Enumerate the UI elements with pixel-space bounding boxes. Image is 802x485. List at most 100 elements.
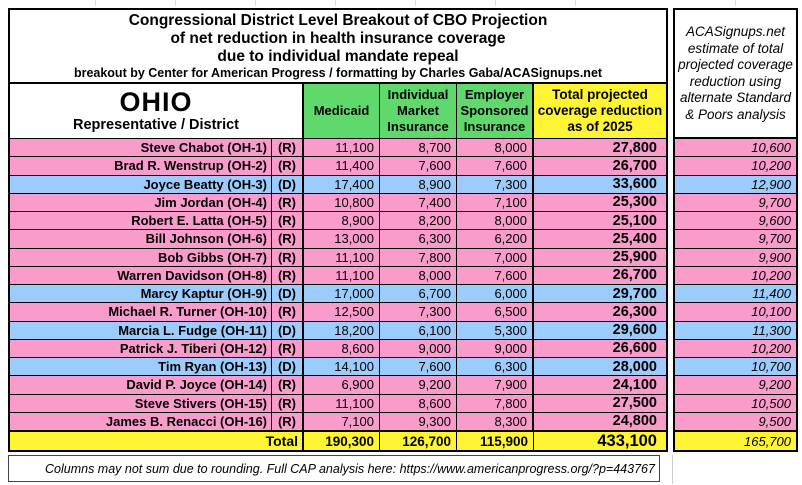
- medicaid-value: 17,000: [304, 285, 380, 303]
- individual-value: 9,000: [380, 339, 457, 357]
- title-line-2: of net reduction in health insurance cov…: [170, 29, 506, 47]
- employer-value: 7,600: [457, 157, 534, 175]
- state-header-cell: OHIO Representative / District: [10, 84, 304, 138]
- medicaid-value: 7,100: [304, 412, 380, 430]
- rep-name: Marcia L. Fudge (OH-11): [10, 321, 272, 339]
- rep-name: Steve Chabot (OH-1): [10, 139, 272, 157]
- party-label: (R): [272, 157, 304, 175]
- sp-value: 10,200: [675, 157, 796, 176]
- rep-name: Marcy Kaptur (OH-9): [10, 285, 272, 303]
- employer-value: 5,300: [457, 321, 534, 339]
- medicaid-value: 11,400: [304, 157, 380, 175]
- sp-value: 9,500: [675, 412, 796, 431]
- table-row: Marcia L. Fudge (OH-11) (D) 18,200 6,100…: [10, 321, 666, 340]
- individual-value: 6,300: [380, 230, 457, 248]
- party-label: (R): [272, 303, 304, 321]
- employer-value: 6,300: [457, 358, 534, 376]
- rep-name: Steve Stivers (OH-15): [10, 394, 272, 412]
- total-value: 24,800: [612, 413, 657, 430]
- sp-value: 11,300: [675, 321, 796, 340]
- employer-value: 6,500: [457, 303, 534, 321]
- medicaid-value: 8,600: [304, 339, 380, 357]
- individual-value: 9,200: [380, 376, 457, 394]
- individual-value: 7,800: [380, 248, 457, 266]
- sp-estimate-column: ACASignups.net estimate of total project…: [673, 8, 798, 452]
- total-value: 33,600: [612, 176, 657, 193]
- footer-note-text: Columns may not sum due to rounding. Ful…: [45, 461, 655, 476]
- party-label: (D): [272, 358, 304, 376]
- table-row: Jim Jordan (OH-4) (R) 10,800 7,400 7,100…: [10, 193, 666, 212]
- employer-value: 7,800: [457, 394, 534, 412]
- party-label: (R): [272, 212, 304, 230]
- column-header-medicaid: Medicaid: [304, 84, 380, 138]
- employer-value: 7,000: [457, 248, 534, 266]
- individual-value: 8,200: [380, 212, 457, 230]
- rep-name: Michael R. Turner (OH-10): [10, 303, 272, 321]
- party-label: (D): [272, 175, 304, 193]
- medicaid-value: 17,400: [304, 175, 380, 193]
- medicaid-value: 13,000: [304, 230, 380, 248]
- party-label: (R): [272, 266, 304, 284]
- gridline-tick: [735, 0, 736, 6]
- sp-total-value: 165,700: [675, 431, 796, 450]
- total-value: 25,300: [612, 194, 657, 211]
- individual-value: 8,900: [380, 175, 457, 193]
- employer-value: 7,900: [457, 376, 534, 394]
- table-row: Bill Johnson (OH-6) (R) 13,000 6,300 6,2…: [10, 230, 666, 249]
- total-value: 26,700: [612, 267, 657, 284]
- individual-value: 7,600: [380, 157, 457, 175]
- sp-value: 10,500: [675, 394, 796, 413]
- party-label: (R): [272, 412, 304, 430]
- total-value: 24,100: [612, 376, 657, 393]
- rep-name: Bill Johnson (OH-6): [10, 230, 272, 248]
- grand-total-value: 433,100: [597, 431, 657, 450]
- sp-value: 10,600: [675, 139, 796, 158]
- sp-value: 12,900: [675, 175, 796, 194]
- employer-value: 9,000: [457, 339, 534, 357]
- table-row: Warren Davidson (OH-8) (R) 11,100 8,000 …: [10, 266, 666, 285]
- individual-value: 8,700: [380, 139, 457, 157]
- table-row: Joyce Beatty (OH-3) (D) 17,400 8,900 7,3…: [10, 175, 666, 194]
- total-value: 25,100: [612, 212, 657, 229]
- party-label: (D): [272, 285, 304, 303]
- medicaid-value: 14,100: [304, 358, 380, 376]
- table-row: Michael R. Turner (OH-10) (R) 12,500 7,3…: [10, 303, 666, 322]
- medicaid-value: 18,200: [304, 321, 380, 339]
- individual-value: 7,400: [380, 193, 457, 211]
- total-value: 26,700: [612, 157, 657, 174]
- rep-name: Brad R. Wenstrup (OH-2): [10, 157, 272, 175]
- column-header-row: OHIO Representative / District Medicaid …: [10, 84, 666, 139]
- employer-value: 7,300: [457, 175, 534, 193]
- total-employer-value: 115,900: [457, 432, 534, 450]
- sp-value: 9,700: [675, 230, 796, 249]
- total-medicaid-value: 190,300: [304, 432, 380, 450]
- medicaid-value: 10,800: [304, 193, 380, 211]
- total-value: 29,700: [612, 285, 657, 302]
- medicaid-value: 11,100: [304, 248, 380, 266]
- party-label: (D): [272, 321, 304, 339]
- rep-name: Patrick J. Tiberi (OH-12): [10, 339, 272, 357]
- medicaid-value: 11,100: [304, 394, 380, 412]
- rep-name: James B. Renacci (OH-16): [10, 412, 272, 430]
- employer-value: 7,600: [457, 266, 534, 284]
- table-title-block: Congressional District Level Breakout of…: [10, 10, 666, 84]
- sp-column-note: ACASignups.net estimate of total project…: [675, 10, 796, 139]
- footer-gridline: [672, 455, 673, 484]
- individual-value: 8,600: [380, 394, 457, 412]
- table-row: David P. Joyce (OH-14) (R) 6,900 9,200 7…: [10, 376, 666, 395]
- total-value: 26,300: [612, 303, 657, 320]
- sp-value: 10,100: [675, 303, 796, 322]
- individual-value: 8,000: [380, 266, 457, 284]
- individual-value: 7,600: [380, 358, 457, 376]
- sp-value: 10,200: [675, 339, 796, 358]
- total-row: Total 190,300 126,700 115,900 433,100: [10, 431, 666, 450]
- sp-value: 9,200: [675, 376, 796, 395]
- total-value: 27,500: [612, 395, 657, 412]
- rep-name: Tim Ryan (OH-13): [10, 358, 272, 376]
- sp-rows: 10,600 10,200 12,900 9,700 9,600 9,700 9,900 10…: [675, 139, 796, 431]
- medicaid-value: 12,500: [304, 303, 380, 321]
- footer-note-box: Columns may not sum due to rounding. Ful…: [8, 455, 660, 482]
- rep-name: Joyce Beatty (OH-3): [10, 175, 272, 193]
- individual-value: 6,700: [380, 285, 457, 303]
